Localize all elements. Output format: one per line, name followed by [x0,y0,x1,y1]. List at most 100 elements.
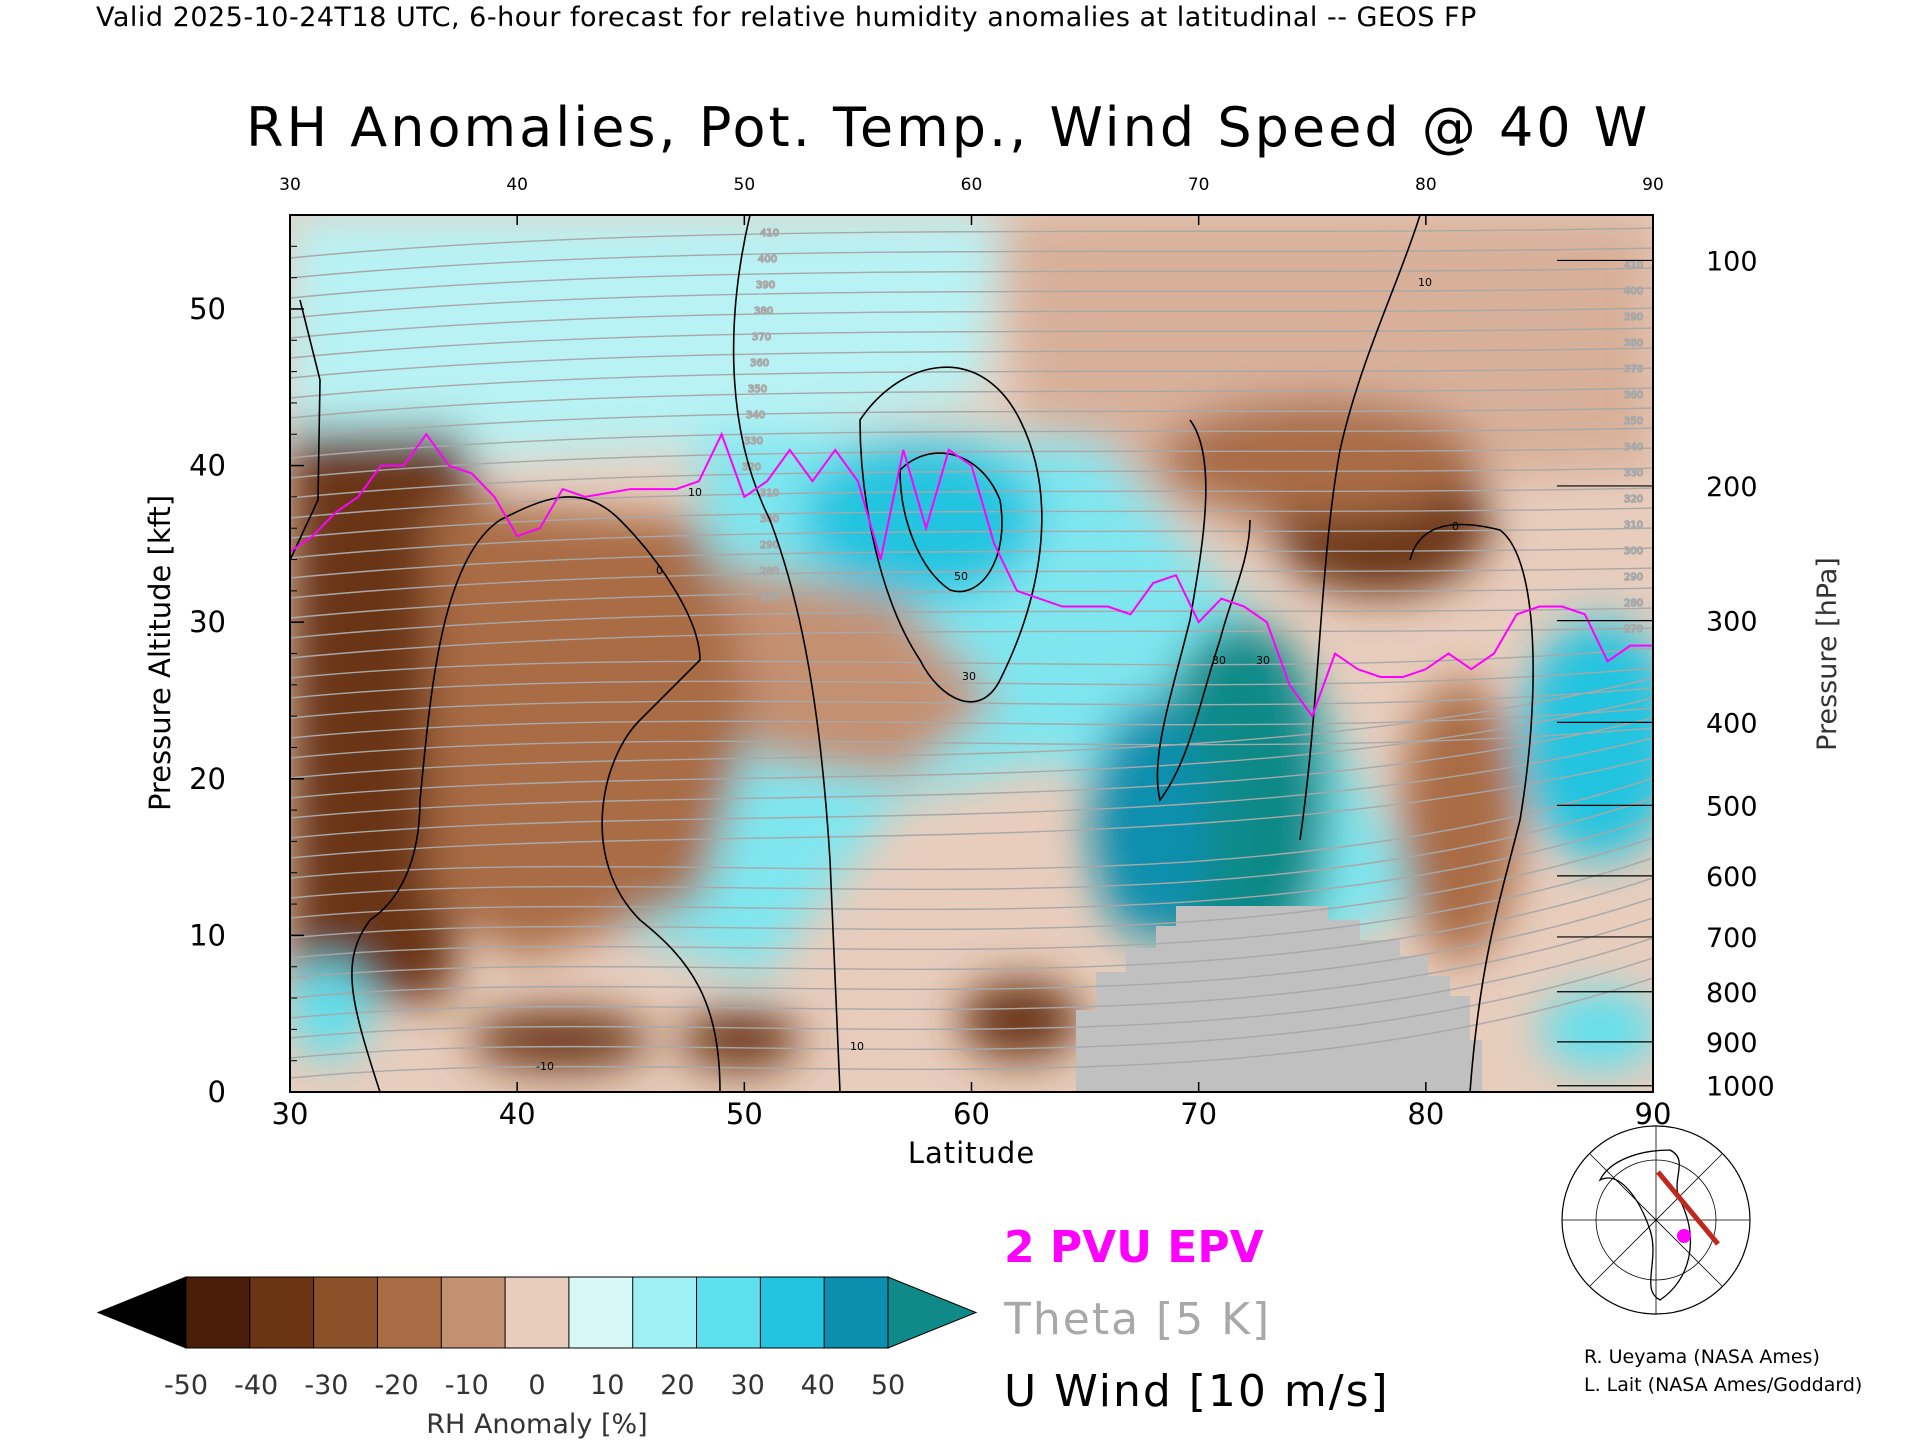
theta-label: 390 [756,280,775,291]
upper-moist-region [290,215,1000,460]
x-top-tick-label: 30 [279,175,301,195]
theta-contour-line [290,877,1653,979]
theta-label-right: 410 [1624,260,1643,271]
chart-title: RH Anomalies, Pot. Temp., Wind Speed @ 4… [246,96,1651,159]
wind-contour-10-left [290,299,321,561]
colorbar-tick-label: 20 [660,1370,694,1401]
theta-contour-line [290,817,1653,919]
dry-bl-c [960,980,1080,1060]
theta-label-right: 270 [1624,624,1643,635]
theta-label: 360 [750,358,769,369]
theta-contour-line [290,307,1653,339]
colorbar-tick-label: -50 [164,1370,208,1401]
pressure-tick-label: 700 [1706,923,1758,954]
dry-bl-a [470,1010,650,1070]
y-tick-label: 10 [189,918,226,952]
pressure-tick-label: 500 [1706,791,1758,822]
theta-label-right: 400 [1624,286,1643,297]
theta-contour-line [290,607,1653,639]
credit-line-2: L. Lait (NASA Ames/Goddard) [1584,1374,1863,1396]
inset-meridian-d [1589,1153,1723,1287]
wind-contour-label: 10 [688,486,702,499]
theta-label: 340 [746,410,765,421]
theta-contour-line [290,977,1653,1079]
upper-dry-region [1000,215,1653,560]
theta-contour-line [290,387,1653,419]
colorbar-swatch [376,1276,443,1349]
theta-contours: 410 410 400 400 390 390 380 380 370 370 360 360 350 3… [290,227,1653,1079]
colorbar-label: RH Anomaly [%] [426,1409,647,1440]
theta-label: 310 [760,488,779,499]
theta-contour-line [290,427,1653,459]
epv-2pvu-line [290,431,1653,719]
theta-contour-line [290,367,1653,399]
moist-core-c [1090,700,1210,940]
legend-theta: Theta [5 K] [1004,1294,1272,1345]
legend-epv: 2 PVU EPV [1004,1222,1264,1273]
theta-contour-line [290,347,1653,379]
colorbar-tick-label: -30 [304,1370,348,1401]
credit-line-1: R. Ueyama (NASA Ames) [1584,1346,1820,1368]
moist-bl-right [1540,990,1653,1070]
theta-label: 270 [760,592,779,603]
theta-contour-line [290,717,1653,819]
theta-contour-line [290,547,1653,579]
wind-contour-label: 10 [850,1040,864,1053]
colorbar-tick-label: 10 [590,1370,624,1401]
pressure-tick-label: 600 [1706,862,1758,893]
theta-contour-line [290,527,1653,559]
theta-label-right: 320 [1624,494,1643,505]
y-tick-label: 20 [189,762,226,796]
inset-map [1561,1125,1751,1315]
colorbar-swatch [696,1276,762,1349]
wind-contour-label: 50 [954,570,968,583]
wind-contours [290,215,1534,1092]
wind-contour-label: 10 [1418,276,1432,289]
colorbar-swatch [759,1276,826,1349]
x-top-tick-label: 40 [506,175,528,195]
colorbar-tick-label: 30 [730,1370,764,1401]
dry-band-upper [1160,400,1480,520]
wind-contour-10-b [1299,215,1421,841]
inset-cross-section-track [1656,1170,1720,1246]
wind-contour-label: 30 [1256,654,1270,667]
pressure-tick-label: 400 [1706,708,1758,739]
theta-contour-line [290,327,1653,359]
y-tick-label: 40 [189,449,226,483]
theta-label: 290 [760,540,779,551]
y-axis-label-left: Pressure Altitude [kft] [143,495,177,811]
pressure-tick-label: 1000 [1706,1072,1775,1103]
theta-label: 370 [752,332,771,343]
theta-label-right: 280 [1624,598,1643,609]
x-top-tick-label: 50 [734,175,756,195]
colorbar-tick-label: -10 [445,1370,489,1401]
inset-location-marker [1677,1229,1691,1243]
colorbar-tick-label: 40 [801,1370,835,1401]
colorbar-tick-label: 0 [528,1370,545,1401]
axes: 30 30 40 40 50 50 60 60 70 70 80 80 90 90 Latitude 0 10 2… [143,175,1843,1170]
theta-label-right: 310 [1624,520,1643,531]
theta-label-right: 350 [1624,416,1643,427]
theta-contour-line [290,227,1653,259]
colorbar-swatch [823,1276,890,1349]
theta-contour-line [290,737,1653,839]
x-tick-label: 70 [1180,1097,1217,1131]
moist-bl-left [290,960,370,1060]
theta-contour-line [290,267,1653,299]
x-tick-label: 50 [726,1097,763,1131]
theta-label: 380 [754,306,773,317]
x-top-tick-label: 80 [1415,175,1437,195]
theta-contour-line [290,407,1653,439]
theta-label: 320 [742,462,761,473]
theta-label-right: 290 [1624,572,1643,583]
colorbar-tick-label: -40 [234,1370,278,1401]
theta-contour-line [290,287,1653,319]
wind-contour-label: -10 [536,1060,554,1073]
moist-core-a [800,440,1040,600]
x-tick-label: 80 [1407,1097,1444,1131]
theta-contour-line [290,567,1653,599]
theta-contour-line [290,857,1653,959]
theta-contour-line [290,247,1653,279]
theta-contour-line [290,677,1653,779]
theta-contour-line [290,707,1653,739]
